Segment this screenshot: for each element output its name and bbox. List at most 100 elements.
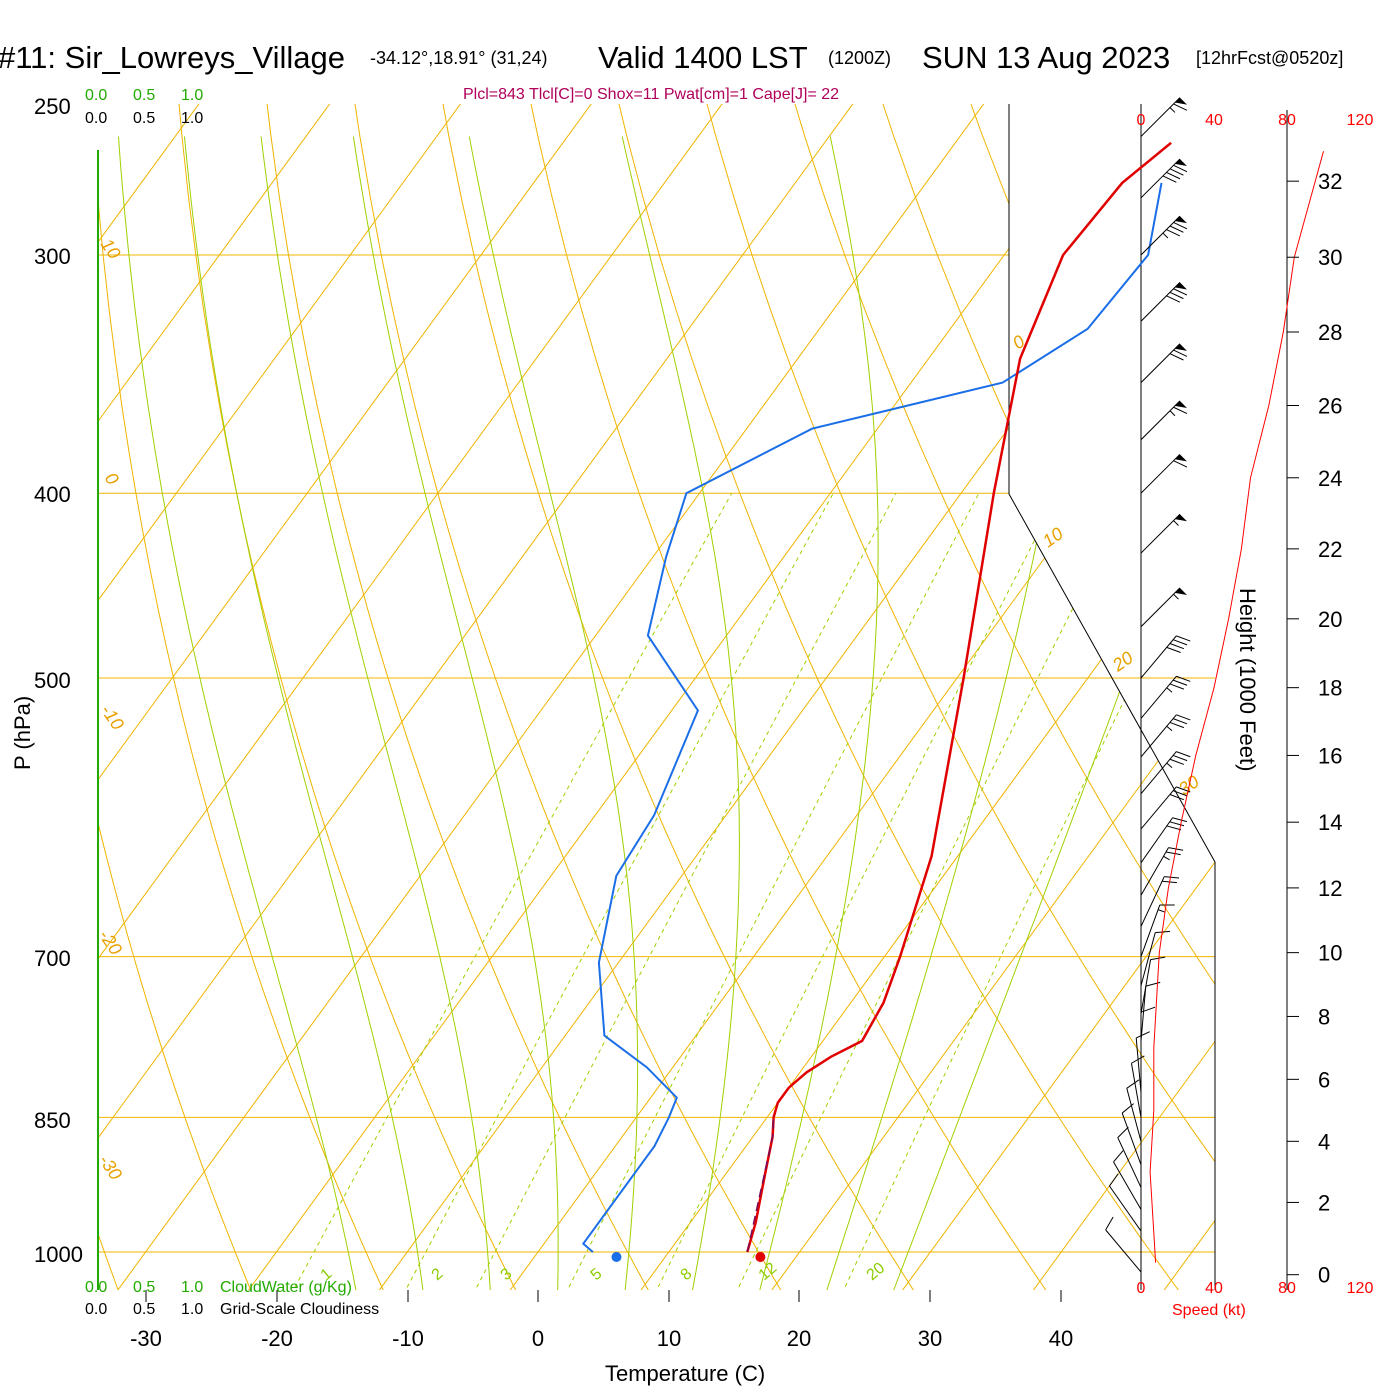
dry-adiabat-line [436,104,931,1290]
wind-barb-staff [1140,751,1177,795]
wind-barb [1140,513,1187,554]
isotherm-line [883,104,1215,1290]
wind-barb-half-flag [1157,909,1165,913]
wind-barb-staff [1117,1137,1142,1188]
dry-adiabat-label: -30 [95,1151,126,1184]
wind-barb-flag [1105,1216,1114,1231]
wind-barb-pennant [1174,282,1187,290]
wind-barb-pennant [1174,97,1187,105]
pressure-tick-label: 400 [34,482,71,507]
height-tick-label: 6 [1318,1067,1330,1092]
wind-barb-staff [1109,1185,1142,1232]
wind-barb-staff [1140,158,1181,199]
wind-barb [1140,904,1175,957]
cloudiness-scale-label: 0.0 [85,110,107,127]
isotherm-line [491,104,1215,1290]
wind-barb-half-flag [1173,520,1179,526]
speed-tick-label: 120 [1347,112,1374,129]
moist-adiabat-line [621,136,740,1290]
mixing-ratio-label: 8 [678,1265,696,1284]
wind-barb-flag [1166,825,1182,831]
wind-speed-trace [1149,151,1324,1263]
cloudwater-title: CloudWater (g/Kg) [220,1279,352,1296]
wind-barb-staff [1121,1112,1142,1165]
wind-barbs [1105,97,1191,1273]
stability-indices: Plcl=843 Tlcl[C]=0 Shox=11 Pwat[cm]=1 Ca… [463,86,839,103]
wind-barb-flag [1173,288,1188,296]
wind-barb [1140,215,1188,256]
wind-barb-flag [1169,353,1184,361]
wind-barb-staff [1140,817,1173,864]
mixing-ratio-line [279,492,733,1290]
wind-barb-staff [1140,97,1181,137]
wind-barb [1140,817,1188,864]
height-axis-title: Height (1000 Feet) [1235,588,1260,771]
isotherm-line [98,104,748,1290]
dry-adiabat-line [1394,70,1400,1316]
dry-adiabat-line [523,104,1065,1290]
dry-adiabat-line [784,104,1215,1290]
height-tick-label: 26 [1318,393,1342,418]
dry-adiabat-label: 20 [1108,647,1137,675]
wind-barb-pennant [1174,343,1187,351]
valid-time: Valid 1400 LST [598,40,808,75]
pressure-tick-label: 250 [34,94,71,119]
height-tick-label: 12 [1318,876,1342,901]
dry-adiabat-line [697,104,1215,1290]
cloudwater-scale-label: 0.5 [133,1279,155,1296]
wind-barb-half-flag [1166,687,1173,693]
wind-barb [1113,1150,1142,1210]
wind-barb-flag [1169,225,1184,233]
valid-utc: (1200Z) [828,48,891,68]
wind-barb [1140,158,1188,199]
moist-adiabat-line [752,136,879,1290]
wind-barb-flag [1169,721,1185,729]
wind-barb-pennant [1174,454,1187,462]
mixing-ratio-line [461,492,897,1290]
wind-barb-flag [1172,817,1188,823]
wind-barb [1140,714,1191,758]
surface-dewpoint-marker [611,1252,622,1262]
speed-tick-label: 40 [1205,1280,1223,1297]
temperature-tick-label: 30 [918,1326,942,1351]
wind-barb-flag [1173,406,1188,415]
wind-barb [1140,400,1188,441]
temperature-tick-label: 0 [532,1326,544,1351]
wind-barb-staff [1126,1088,1142,1142]
mixing-ratio-line [643,492,1060,1290]
pressure-tick-label: 500 [34,668,71,693]
temperature-tick-label: 20 [787,1326,811,1351]
wind-barb [1105,1216,1142,1273]
wind-barb-flag [1166,646,1181,653]
moist-adiabat-line [468,136,639,1290]
wind-barb-flag [1173,349,1188,357]
isotherm-line [1014,104,1215,1290]
wind-barb [1126,1079,1142,1142]
wind-barb-flag [1166,229,1181,237]
wind-barb-half-flag [1166,762,1173,768]
wind-barb-flag [1169,168,1184,176]
wind-barb-flag [1176,675,1191,682]
cloudiness-scale-label: 0.5 [133,1301,155,1318]
isotherm-line [98,104,355,1290]
wind-barb-pennant [1174,400,1187,408]
height-tick-label: 14 [1318,810,1342,835]
wind-barb-staff [1140,587,1181,628]
wind-barb-staff [1140,714,1177,758]
height-tick-label: 20 [1318,607,1342,632]
mixing-ratio-line [831,492,1215,1290]
wind-barb-staff [1140,215,1181,256]
wind-barb-half-flag [1163,855,1170,861]
wind-barb-flag [1176,635,1191,642]
dry-adiabat-line [98,104,396,1290]
wind-barb-flag [1150,956,1166,961]
wind-barb [1140,587,1187,628]
dry-adiabat-label: 0 [101,469,123,489]
forecast-label: [12hrFcst@0520z] [1196,48,1343,68]
wind-barb-flag [1113,1150,1124,1163]
wind-barb-pennant [1174,216,1187,224]
moist-adiabat-line [352,136,559,1290]
pressure-tick-label: 850 [34,1108,71,1133]
mixing-ratio-label: 3 [498,1265,516,1284]
